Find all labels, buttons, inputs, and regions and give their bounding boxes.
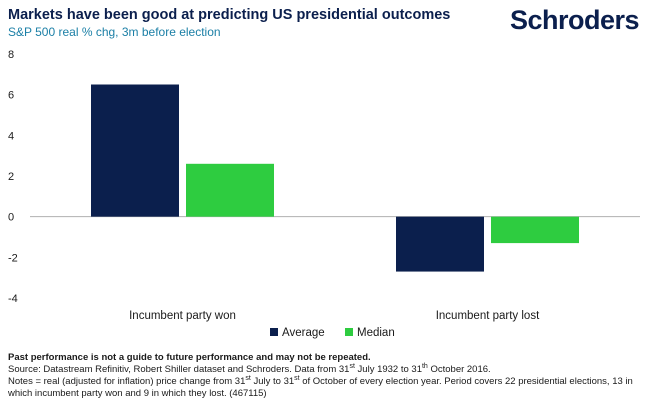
notes-sup-2: st bbox=[294, 374, 300, 382]
category-label: Incumbent party lost bbox=[436, 310, 540, 322]
category-label: Incumbent party won bbox=[129, 310, 236, 322]
schroders-logo: Schroders bbox=[509, 5, 640, 35]
source-note: Source: Datastream Refinitiv, Robert Shi… bbox=[8, 362, 640, 376]
bars bbox=[91, 84, 579, 272]
legend-label-average: Average bbox=[282, 327, 325, 339]
source-sup-2: th bbox=[421, 362, 428, 370]
category-labels: Incumbent party won Incumbent party lost bbox=[129, 310, 540, 322]
y-tick-label: -4 bbox=[8, 293, 18, 305]
bar-median-1 bbox=[186, 163, 274, 217]
bar-average-2 bbox=[396, 216, 484, 272]
chart-title: Markets have been good at predicting US … bbox=[8, 7, 451, 23]
notes-text-c: of October of every election year. Perio… bbox=[8, 376, 633, 399]
legend-label-median: Median bbox=[357, 327, 395, 339]
legend: Average Median bbox=[270, 327, 395, 339]
source-text-a: Source: Datastream Refinitiv, Robert Shi… bbox=[8, 364, 350, 375]
y-tick-label: -2 bbox=[8, 252, 18, 264]
disclaimer: Past performance is not a guide to futur… bbox=[8, 352, 371, 363]
source-sup-1: st bbox=[349, 362, 355, 370]
notes: Notes = real (adjusted for inflation) pr… bbox=[8, 374, 640, 400]
bar-median-2 bbox=[491, 216, 579, 244]
y-tick-label: 4 bbox=[8, 130, 14, 142]
y-tick-label: 2 bbox=[8, 171, 14, 183]
bar-average-1 bbox=[91, 84, 179, 217]
legend-swatch-average bbox=[270, 328, 278, 336]
y-tick-label: 8 bbox=[8, 49, 14, 61]
footer-notes: Past performance is not a guide to futur… bbox=[8, 352, 640, 400]
legend-swatch-median bbox=[345, 328, 353, 336]
notes-text-a: Notes = real (adjusted for inflation) pr… bbox=[8, 376, 246, 387]
chart-subtitle: S&P 500 real % chg, 3m before election bbox=[8, 25, 221, 39]
y-tick-label: 0 bbox=[8, 212, 14, 224]
notes-text-b: July to 31 bbox=[250, 376, 295, 387]
source-text-b: July 1932 to 31 bbox=[354, 364, 422, 375]
y-axis-ticks: -4 -2 0 2 4 6 8 bbox=[8, 49, 18, 305]
source-text-c: October 2016. bbox=[427, 364, 491, 375]
y-tick-label: 6 bbox=[8, 90, 14, 102]
notes-sup-1: st bbox=[245, 374, 251, 382]
